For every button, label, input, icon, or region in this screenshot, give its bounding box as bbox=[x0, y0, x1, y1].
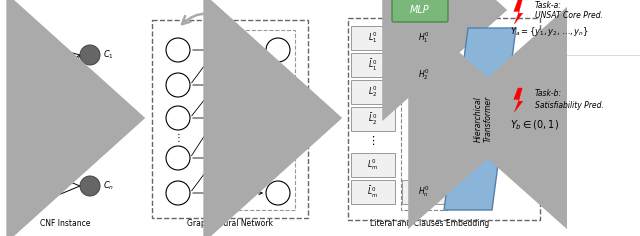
FancyBboxPatch shape bbox=[402, 63, 446, 87]
FancyBboxPatch shape bbox=[351, 53, 395, 77]
Text: Hierarchical
Transformer: Hierarchical Transformer bbox=[474, 96, 493, 142]
Polygon shape bbox=[444, 28, 516, 210]
Text: $\neg x_m$: $\neg x_m$ bbox=[11, 195, 27, 205]
Text: $C_n$: $C_n$ bbox=[103, 180, 114, 192]
Circle shape bbox=[166, 181, 190, 205]
Text: $x_2$: $x_2$ bbox=[18, 97, 27, 107]
Text: $C_2$: $C_2$ bbox=[103, 99, 114, 111]
Circle shape bbox=[216, 106, 240, 130]
Circle shape bbox=[30, 164, 46, 180]
FancyBboxPatch shape bbox=[402, 26, 446, 50]
FancyBboxPatch shape bbox=[351, 26, 395, 50]
Text: ⋮: ⋮ bbox=[173, 133, 183, 143]
Text: $\bar{L}_m^0$: $\bar{L}_m^0$ bbox=[367, 184, 379, 200]
Circle shape bbox=[30, 66, 46, 82]
Circle shape bbox=[216, 73, 240, 97]
Bar bbox=[401, 24, 447, 210]
Text: $\neg x_1$: $\neg x_1$ bbox=[12, 69, 27, 79]
Circle shape bbox=[166, 146, 190, 170]
FancyBboxPatch shape bbox=[351, 80, 395, 104]
FancyBboxPatch shape bbox=[402, 180, 446, 204]
Text: $x_1$: $x_1$ bbox=[18, 41, 27, 51]
Text: $Y_b \in (0,1)$: $Y_b \in (0,1)$ bbox=[510, 118, 559, 132]
Circle shape bbox=[216, 181, 240, 205]
Text: Graph Neural Network: Graph Neural Network bbox=[187, 219, 273, 228]
Text: Task-b:: Task-b: bbox=[535, 89, 562, 98]
Polygon shape bbox=[514, 0, 523, 24]
Text: CNF Instance: CNF Instance bbox=[40, 219, 90, 228]
FancyBboxPatch shape bbox=[351, 107, 395, 131]
Circle shape bbox=[30, 122, 46, 138]
Text: ⋮: ⋮ bbox=[223, 133, 233, 143]
Text: $\neg x_2$: $\neg x_2$ bbox=[12, 125, 27, 135]
Circle shape bbox=[266, 106, 290, 130]
Circle shape bbox=[266, 146, 290, 170]
Text: $H_2^0$: $H_2^0$ bbox=[418, 67, 430, 82]
Text: UNSAT Core Pred.: UNSAT Core Pred. bbox=[535, 12, 603, 21]
Text: $H_1^0$: $H_1^0$ bbox=[418, 30, 430, 46]
Circle shape bbox=[30, 94, 46, 110]
Text: $H_n^0$: $H_n^0$ bbox=[418, 185, 430, 199]
Text: MLP: MLP bbox=[410, 5, 430, 15]
Text: $C_1$: $C_1$ bbox=[103, 49, 114, 61]
Text: $\bar{L}_1^0$: $\bar{L}_1^0$ bbox=[368, 57, 378, 73]
Text: ⋮: ⋮ bbox=[84, 143, 95, 153]
Polygon shape bbox=[514, 88, 523, 112]
Text: ⋮: ⋮ bbox=[33, 145, 44, 155]
Text: Satisfiability Pred.: Satisfiability Pred. bbox=[535, 101, 604, 110]
Text: ⋮: ⋮ bbox=[273, 133, 283, 143]
Circle shape bbox=[166, 38, 190, 62]
Circle shape bbox=[30, 192, 46, 208]
Bar bbox=[152, 20, 308, 218]
Text: $x_m$: $x_m$ bbox=[16, 167, 27, 177]
Circle shape bbox=[266, 73, 290, 97]
Bar bbox=[210, 30, 295, 210]
Circle shape bbox=[216, 146, 240, 170]
Circle shape bbox=[166, 106, 190, 130]
Text: Task-a:: Task-a: bbox=[535, 1, 562, 10]
Text: $L_m^0$: $L_m^0$ bbox=[367, 158, 379, 173]
Circle shape bbox=[80, 176, 100, 196]
Circle shape bbox=[166, 73, 190, 97]
Circle shape bbox=[80, 95, 100, 115]
FancyBboxPatch shape bbox=[351, 153, 395, 177]
Text: $Y_a = \{y_1, y_2, \ldots, y_n\}$: $Y_a = \{y_1, y_2, \ldots, y_n\}$ bbox=[510, 25, 589, 38]
FancyBboxPatch shape bbox=[351, 180, 395, 204]
Text: $L_2^0$: $L_2^0$ bbox=[368, 84, 378, 99]
Text: $\bar{L}_2^0$: $\bar{L}_2^0$ bbox=[368, 111, 378, 126]
Text: ⋮: ⋮ bbox=[419, 125, 429, 135]
Circle shape bbox=[216, 38, 240, 62]
Text: $L_1^0$: $L_1^0$ bbox=[368, 30, 378, 46]
Circle shape bbox=[266, 181, 290, 205]
Text: ⋮: ⋮ bbox=[367, 136, 379, 146]
Circle shape bbox=[80, 45, 100, 65]
Circle shape bbox=[266, 38, 290, 62]
Bar bbox=[348, 18, 540, 220]
FancyBboxPatch shape bbox=[392, 0, 448, 22]
Text: Literal and Clauses Embedding: Literal and Clauses Embedding bbox=[371, 219, 490, 228]
Circle shape bbox=[30, 38, 46, 54]
